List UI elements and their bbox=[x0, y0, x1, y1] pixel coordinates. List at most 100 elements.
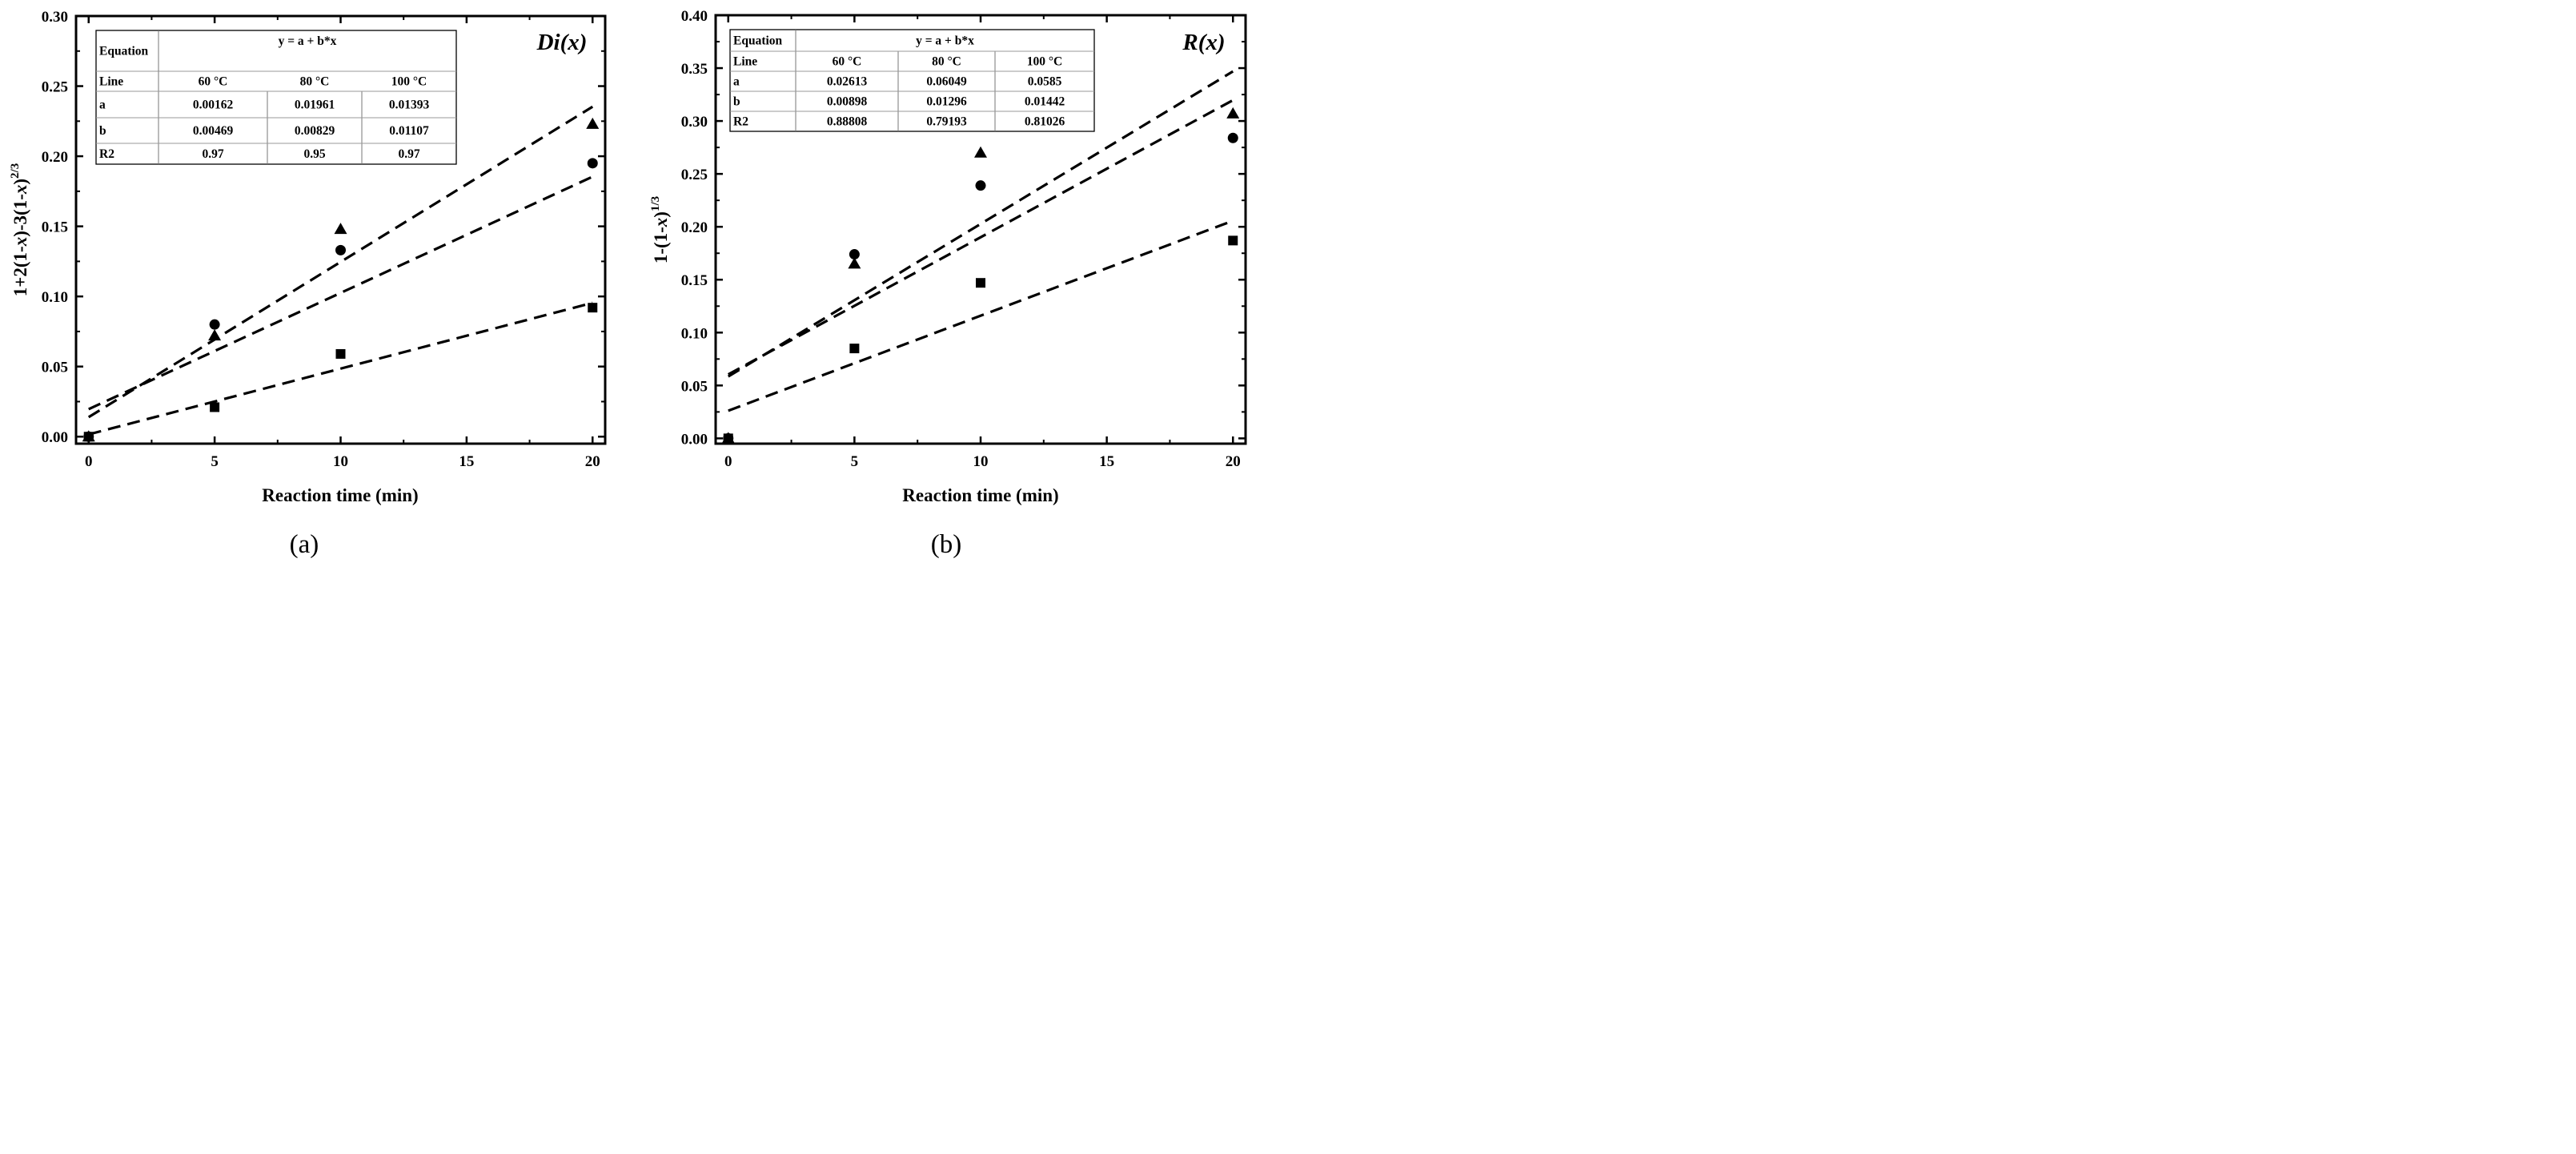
panel-label: (a) bbox=[290, 530, 319, 559]
x-tick-label: 0 bbox=[724, 453, 732, 470]
x-tick-label: 5 bbox=[851, 453, 859, 470]
fit-line-circle bbox=[88, 175, 593, 411]
y-tick-label: 0.00 bbox=[42, 429, 68, 446]
table-column-header: 80 °C bbox=[300, 75, 330, 89]
fit-table: Equation y = a + b*x Line 60 °C 80 °C 100 °C a… bbox=[729, 29, 1095, 132]
x-axis-title: Reaction time (min) bbox=[902, 485, 1058, 505]
y-tick-label: 0.25 bbox=[42, 79, 68, 96]
table-column-header: 100 °C bbox=[391, 75, 427, 89]
y-tick-label: 0.25 bbox=[681, 167, 708, 183]
table-cell: 0.97 bbox=[398, 147, 419, 161]
y-tick-label: 0.20 bbox=[42, 149, 68, 166]
data-point-triangle bbox=[848, 257, 861, 269]
x-axis-title: Reaction time (min) bbox=[262, 485, 418, 505]
y-tick-label: 0.05 bbox=[42, 360, 68, 376]
table-line-label: Line bbox=[99, 75, 123, 89]
table-cell: 0.01107 bbox=[389, 124, 429, 138]
table-row-label: R2 bbox=[733, 115, 748, 129]
table-row-label: b bbox=[99, 124, 106, 138]
table-column-header: 80 °C bbox=[932, 55, 961, 69]
table-cell: 0.06049 bbox=[926, 75, 967, 89]
table-cell: 0.79193 bbox=[926, 115, 967, 129]
table-equation-label: Equation bbox=[99, 45, 149, 58]
x-tick-label: 15 bbox=[459, 453, 474, 470]
data-point-triangle bbox=[586, 117, 600, 129]
data-point-square bbox=[849, 344, 860, 354]
model-label: Di(x) bbox=[536, 30, 588, 55]
y-tick-label: 0.30 bbox=[42, 9, 68, 26]
data-point-circle bbox=[335, 244, 346, 255]
y-tick-label: 0.35 bbox=[681, 61, 708, 78]
table-cell: 0.01296 bbox=[926, 95, 967, 109]
fit-line-square bbox=[728, 219, 1234, 412]
y-tick-label: 0.15 bbox=[42, 219, 68, 236]
fit-line-square bbox=[88, 301, 593, 436]
data-point-circle bbox=[849, 249, 860, 260]
data-point-circle bbox=[1227, 132, 1238, 143]
data-point-triangle bbox=[974, 146, 987, 158]
table-cell: 0.00162 bbox=[193, 99, 234, 112]
table-cell: 0.0585 bbox=[1028, 75, 1062, 89]
y-tick-label: 0.15 bbox=[681, 272, 708, 289]
data-point-triangle bbox=[334, 223, 347, 235]
table-equation: y = a + b*x bbox=[279, 34, 337, 48]
y-tick-label: 0.10 bbox=[681, 325, 708, 342]
data-point-triangle bbox=[208, 329, 222, 341]
table-cell: 0.00469 bbox=[193, 124, 234, 138]
data-point-circle bbox=[209, 319, 220, 330]
y-tick-label: 0.30 bbox=[681, 114, 708, 131]
table-column-header: 60 °C bbox=[833, 55, 862, 69]
data-point-triangle bbox=[82, 430, 95, 442]
data-point-square bbox=[335, 348, 346, 359]
data-point-triangle bbox=[1226, 107, 1240, 119]
table-cell: 0.00829 bbox=[295, 124, 335, 138]
x-tick-label: 10 bbox=[333, 453, 348, 470]
table-line-label: Line bbox=[733, 55, 757, 69]
table-cell: 0.00898 bbox=[827, 95, 868, 109]
table-cell: 0.01961 bbox=[295, 99, 335, 112]
x-tick-label: 0 bbox=[85, 453, 93, 470]
x-tick-label: 5 bbox=[211, 453, 219, 470]
x-tick-label: 20 bbox=[1226, 453, 1241, 470]
y-axis-title: 1+2(1-x)-3(1-x)2/3 bbox=[9, 163, 30, 296]
data-point-square bbox=[588, 303, 598, 313]
table-equation: y = a + b*x bbox=[916, 34, 974, 48]
table-cell: 0.95 bbox=[303, 147, 325, 161]
fit-table: Equation y = a + b*x Line 60 °C 80 °C 100 °C a… bbox=[95, 30, 457, 165]
table-cell: 0.97 bbox=[202, 147, 223, 161]
table-row-label: a bbox=[733, 75, 740, 89]
table-header-bg bbox=[97, 31, 455, 70]
fit-line-triangle bbox=[727, 70, 1234, 378]
y-tick-label: 0.10 bbox=[42, 289, 68, 306]
y-tick-label: 0.20 bbox=[681, 219, 708, 236]
table-column-header: 60 °C bbox=[199, 75, 228, 89]
y-tick-label: 0.40 bbox=[681, 8, 708, 25]
table-row-label: R2 bbox=[99, 147, 114, 161]
y-axis-title: 1-(1-x)1/3 bbox=[649, 196, 671, 263]
table-column-header: 100 °C bbox=[1027, 55, 1063, 69]
x-tick-label: 20 bbox=[585, 453, 600, 470]
table-cell: 0.01442 bbox=[1025, 95, 1065, 109]
table-row-label: a bbox=[99, 99, 106, 112]
figure: 0 5 10 15 20 0.00 0.05 0.10 0.15 0.20 0.25 0.30 Di(… bbox=[9, 8, 1247, 559]
panel-a: 0 5 10 15 20 0.00 0.05 0.10 0.15 0.20 0.25 0.30 Di(… bbox=[9, 9, 607, 559]
data-point-circle bbox=[975, 180, 986, 191]
data-point-circle bbox=[587, 158, 598, 169]
table-row-label: b bbox=[733, 95, 740, 109]
data-point-square bbox=[976, 278, 985, 288]
table-cell: 0.02613 bbox=[827, 75, 868, 89]
x-tick-label: 15 bbox=[1099, 453, 1114, 470]
table-equation-label: Equation bbox=[733, 34, 783, 48]
data-point-square bbox=[210, 402, 220, 412]
y-tick-label: 0.05 bbox=[681, 378, 708, 395]
table-cell: 0.81026 bbox=[1025, 115, 1065, 129]
y-tick-label: 0.00 bbox=[681, 431, 708, 448]
table-cell: 0.88808 bbox=[827, 115, 868, 129]
data-point-square bbox=[1228, 235, 1238, 246]
panel-b: 0 5 10 15 20 0.00 0.05 0.10 0.15 0.20 0.25 0.30 0.35… bbox=[649, 8, 1247, 559]
data-point-triangle bbox=[721, 432, 735, 444]
panel-label: (b) bbox=[931, 530, 961, 559]
x-tick-label: 10 bbox=[973, 453, 989, 470]
fit-line-circle bbox=[727, 99, 1234, 376]
table-frame bbox=[729, 29, 1095, 132]
